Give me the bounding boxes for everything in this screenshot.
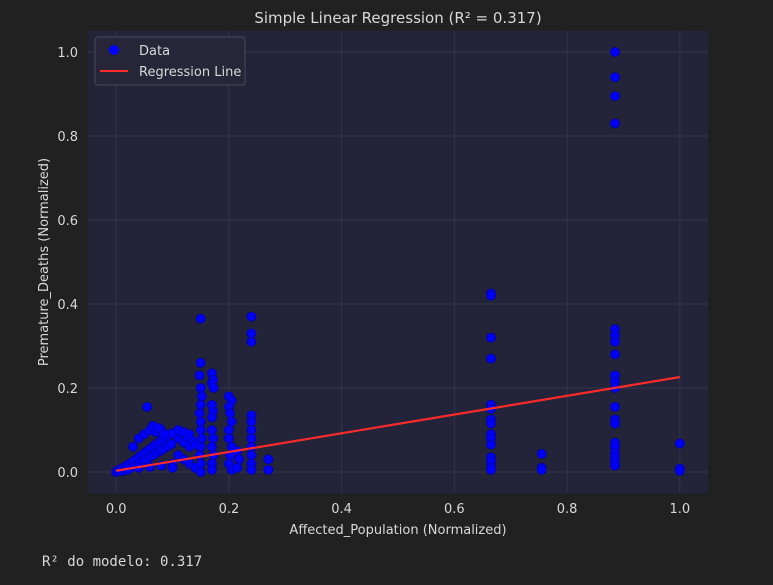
data-points [111, 47, 685, 477]
data-point [207, 412, 217, 423]
x-tick-label: 0.8 [557, 502, 578, 517]
data-point [610, 47, 620, 57]
x-tick-label: 0.4 [331, 502, 352, 517]
data-point [674, 465, 685, 476]
data-point [486, 332, 496, 343]
data-point [207, 441, 217, 452]
data-point [486, 353, 496, 364]
data-point [195, 425, 206, 435]
y-axis-ticks: 0.0 0.2 0.4 0.6 0.8 1.0 [57, 46, 78, 481]
chart: 0.0 0.2 0.4 0.6 0.8 1.0 0.0 0.2 0.4 0.6 0.8 1.0 Si… [37, 9, 708, 538]
y-axis-label: Premature_Deaths (Normalized) [37, 158, 52, 366]
data-point [234, 454, 244, 465]
data-point [610, 91, 620, 101]
y-tick-label: 1.0 [57, 46, 78, 61]
data-point [195, 441, 206, 452]
data-point [486, 290, 496, 301]
x-tick-label: 0.0 [106, 502, 127, 517]
data-point [208, 433, 219, 444]
data-point [208, 383, 219, 393]
data-point [196, 433, 207, 444]
data-point [246, 336, 257, 347]
x-tick-label: 1.0 [669, 502, 690, 517]
data-point [195, 458, 206, 469]
data-point [194, 370, 205, 381]
data-point [195, 313, 206, 324]
data-point [167, 462, 178, 473]
x-axis-label: Affected_Population (Normalized) [289, 523, 506, 538]
legend: Data Regression Line [94, 36, 246, 86]
x-tick-label: 0.2 [219, 502, 240, 517]
data-point [128, 441, 138, 452]
data-point [195, 357, 206, 368]
data-point [142, 401, 153, 412]
data-point [196, 391, 207, 402]
grid [88, 31, 708, 493]
regression-line-group [116, 375, 680, 472]
plot-area [88, 31, 708, 493]
legend-data-label: Data [139, 44, 170, 59]
regression-line [116, 375, 680, 472]
data-point [246, 464, 257, 475]
data-point [224, 433, 234, 444]
data-point [184, 429, 195, 440]
data-point [610, 401, 620, 412]
data-point [232, 462, 243, 473]
data-point [195, 383, 206, 393]
data-point [246, 416, 257, 427]
x-tick-label: 0.6 [444, 502, 465, 517]
data-point [226, 416, 237, 427]
y-tick-label: 0.2 [57, 382, 78, 397]
data-point [610, 418, 620, 429]
data-point [246, 450, 257, 461]
legend-data-marker [109, 45, 119, 55]
chart-title: Simple Linear Regression (R² = 0.317) [254, 9, 541, 27]
data-point [263, 464, 274, 475]
data-point [153, 422, 164, 433]
data-point [194, 408, 205, 419]
data-point [263, 454, 274, 465]
y-tick-label: 0.0 [57, 466, 78, 481]
data-point [246, 433, 257, 444]
y-tick-label: 0.8 [57, 130, 78, 145]
data-point [246, 311, 257, 322]
data-point [610, 72, 620, 83]
data-point [610, 349, 620, 360]
data-point [207, 464, 217, 475]
data-point [486, 464, 496, 475]
data-point [207, 425, 217, 435]
data-point [195, 416, 206, 427]
data-point [166, 439, 177, 450]
r2-output-text: R² do modelo: 0.317 [42, 554, 203, 570]
data-point [536, 449, 547, 459]
x-axis-ticks: 0.0 0.2 0.4 0.6 0.8 1.0 [106, 502, 690, 517]
data-point [536, 464, 547, 475]
data-point [246, 425, 257, 435]
legend-line-label: Regression Line [139, 65, 241, 80]
legend-box [94, 36, 246, 86]
data-point [486, 418, 496, 429]
data-point [486, 439, 496, 450]
data-point [610, 118, 620, 129]
data-point [610, 336, 620, 347]
data-point [159, 429, 169, 440]
data-point [224, 425, 234, 435]
data-point [195, 399, 206, 410]
data-point [195, 467, 206, 477]
y-tick-label: 0.4 [57, 298, 78, 313]
y-tick-label: 0.6 [57, 214, 78, 229]
data-point [246, 328, 257, 339]
data-point [610, 460, 620, 471]
data-point [225, 408, 235, 419]
data-point [674, 438, 685, 449]
